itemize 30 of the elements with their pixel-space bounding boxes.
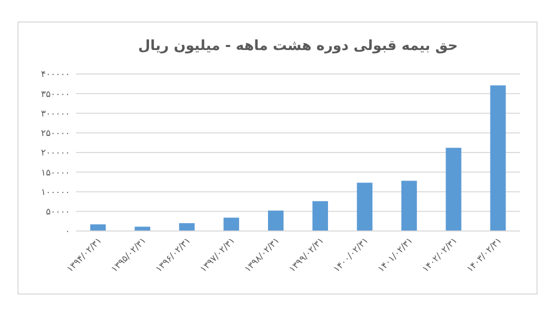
y-tick-label: ۵۰۰۰۰	[46, 208, 70, 218]
y-tick-label: ۳۰۰۰۰۰	[40, 109, 70, 120]
bar	[490, 85, 506, 231]
y-tick-label: ۰	[65, 227, 70, 238]
y-tick-label: ۱۰۰۰۰۰	[40, 188, 70, 198]
bar	[134, 226, 150, 231]
x-tick-label: ۱۳۹۵/۰۲/۳۱	[110, 236, 149, 275]
chart-title: حق بیمه قبولی دوره هشت ماهه - میلیون ریال	[138, 38, 458, 54]
bar	[446, 148, 462, 231]
x-tick-label: ۱۳۹۸/۰۲/۳۱	[243, 236, 282, 275]
bar	[224, 218, 240, 231]
x-tick-label: ۱۴۰۳/۰۲/۳۱	[465, 236, 504, 275]
y-tick-label: ۲۵۰۰۰۰	[40, 129, 70, 140]
y-tick-label: ۱۵۰۰۰۰	[40, 168, 70, 178]
bar	[356, 182, 372, 231]
x-tick-label: ۱۳۹۹/۰۲/۳۱	[288, 236, 326, 275]
y-tick-label: ۲۰۰۰۰۰	[40, 148, 70, 159]
x-tick-label: ۱۴۰۱/۰۲/۳۱	[376, 236, 416, 275]
bar	[312, 201, 328, 231]
y-tick-label: ۳۵۰۰۰۰	[40, 90, 70, 100]
y-tick-label: ۴۰۰۰۰۰	[40, 70, 70, 80]
x-tick-label: ۱۳۹۷/۰۲/۳۱	[198, 236, 238, 275]
bar	[268, 210, 284, 231]
x-tick-label: ۱۴۰۲/۰۲/۳۱	[420, 236, 460, 275]
bar	[179, 223, 195, 231]
x-tick-label: ۱۳۹۶/۰۲/۳۱	[154, 236, 194, 275]
x-tick-label: ۱۳۹۴/۰۲/۳۱	[65, 236, 104, 275]
bar	[90, 224, 106, 231]
bar	[401, 180, 417, 231]
x-tick-label: ۱۴۰۰/۰۲/۳۱	[332, 236, 371, 275]
